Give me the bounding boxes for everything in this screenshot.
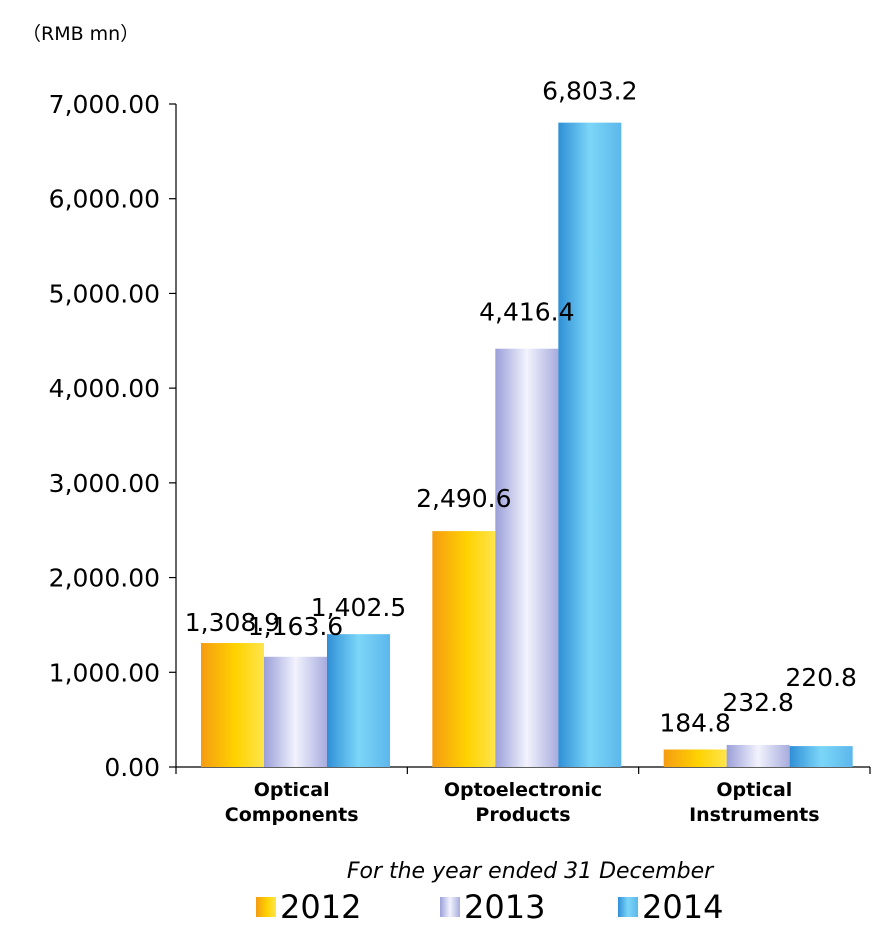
unit-label: （RMB mn） (22, 23, 139, 45)
bar-value-label: 1,402.5 (311, 593, 406, 622)
bar-value-label: 220.8 (785, 663, 857, 692)
bar-value-label: 2,490.6 (416, 484, 511, 513)
legend-item-2014: 2014 (618, 888, 723, 926)
bar-2012 (432, 531, 496, 767)
y-tick-label: 1,000.00 (49, 658, 160, 687)
x-axis: Optical Components Optoelectronic Products O… (175, 766, 871, 826)
bar-2014 (558, 122, 622, 767)
category-label: Optical Components (225, 779, 359, 826)
category-label: Optoelectronic Products (444, 779, 602, 826)
y-tick-label: 5,000.00 (49, 279, 160, 308)
category-label: Optical Instruments (689, 779, 820, 826)
bar-2012 (663, 749, 727, 767)
bar-2014 (789, 746, 853, 767)
legend-item-2012: 2012 (256, 888, 361, 926)
bar-value-label: 1,308.9 (185, 608, 280, 637)
legend-swatch (256, 897, 276, 917)
legend-label: 2014 (642, 888, 723, 926)
bar-2013 (495, 348, 559, 767)
y-tick-label: 3,000.00 (49, 469, 160, 498)
bar-2012 (201, 643, 264, 767)
y-tick-label: 6,000.00 (49, 185, 160, 214)
bar-value-label: 4,416.4 (479, 298, 574, 327)
bar-value-label: 184.8 (659, 708, 731, 737)
y-tick-label: 4,000.00 (49, 374, 160, 403)
x-axis-title: For the year ended 31 December (347, 859, 715, 884)
y-tick-label: 0.00 (104, 753, 160, 782)
legend-item-2013: 2013 (440, 888, 545, 926)
legend-swatch (618, 897, 638, 917)
bars (201, 122, 853, 767)
bar-2013 (726, 744, 790, 767)
bar-value-label: 232.8 (722, 688, 794, 717)
bar-2014 (327, 634, 390, 767)
legend-label: 2012 (280, 888, 361, 926)
bar-value-labels: 1,308.9 2,490.6 184.8 1,163.6 4,416.4 232.8 1,… (185, 77, 857, 738)
y-tick-label: 7,000.00 (49, 90, 160, 119)
bar-value-label: 1,163.6 (248, 612, 343, 641)
y-axis: 0.00 1,000.00 2,000.00 3,000.00 4,000.00 5,00… (49, 90, 177, 782)
bar-value-label: 6,803.2 (542, 77, 637, 106)
legend-swatch (440, 897, 460, 917)
legend-label: 2013 (464, 888, 545, 926)
legend: 2012 2013 2014 (256, 888, 723, 926)
y-tick-label: 2,000.00 (49, 564, 160, 593)
bar-2013 (264, 656, 327, 767)
